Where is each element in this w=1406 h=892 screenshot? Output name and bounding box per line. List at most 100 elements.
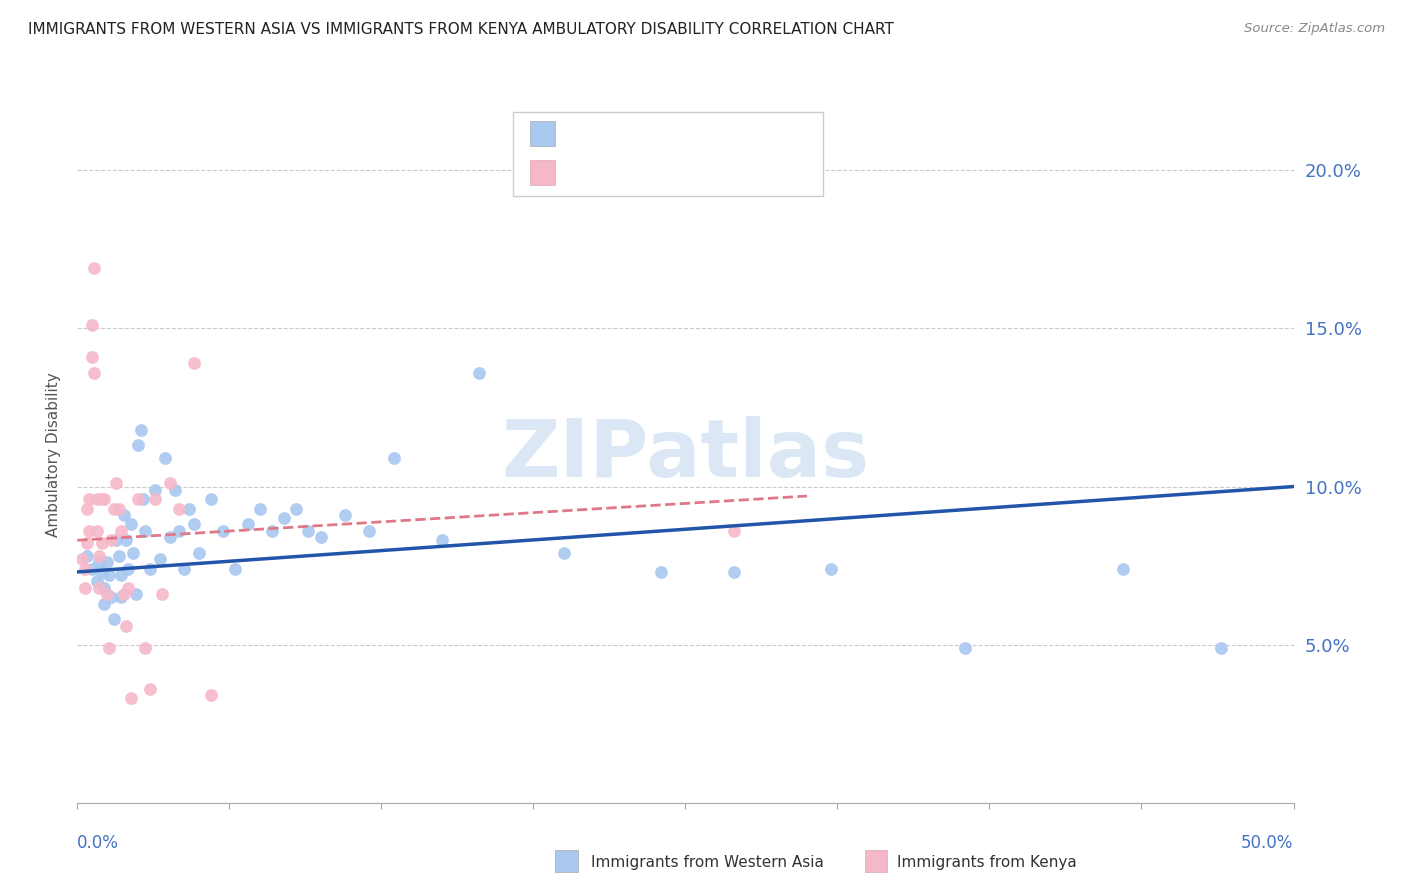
Point	[650, 565, 672, 579]
Point	[224, 562, 246, 576]
Point	[120, 691, 142, 706]
Y-axis label: Ambulatory Disability: Ambulatory Disability	[46, 373, 62, 537]
Point	[89, 581, 111, 595]
Text: R =: R =	[567, 163, 603, 181]
Point	[97, 568, 120, 582]
Point	[149, 552, 172, 566]
Point	[80, 350, 103, 364]
Point	[120, 517, 142, 532]
Point	[188, 546, 211, 560]
Point	[80, 318, 103, 333]
Point	[110, 568, 132, 582]
Point	[382, 451, 405, 466]
Point	[169, 501, 191, 516]
Point	[117, 562, 139, 576]
Text: N =: N =	[661, 125, 697, 143]
Point	[273, 511, 295, 525]
Point	[70, 552, 93, 566]
Point	[169, 524, 191, 538]
Point	[723, 565, 745, 579]
Point	[76, 549, 98, 563]
Text: Immigrants from Kenya: Immigrants from Kenya	[897, 855, 1077, 870]
Point	[103, 612, 125, 626]
Point	[134, 524, 156, 538]
Point	[86, 574, 108, 589]
Point	[112, 508, 135, 522]
Text: 0.162: 0.162	[598, 163, 650, 181]
Point	[249, 501, 271, 516]
Text: Source: ZipAtlas.com: Source: ZipAtlas.com	[1244, 22, 1385, 36]
Point	[152, 587, 174, 601]
Point	[159, 476, 181, 491]
Point	[83, 261, 105, 276]
Point	[96, 556, 118, 570]
Point	[122, 546, 145, 560]
Point	[105, 533, 128, 548]
Point	[159, 530, 181, 544]
Point	[93, 597, 115, 611]
Point	[79, 524, 101, 538]
Point	[110, 524, 132, 538]
Text: 39: 39	[689, 163, 713, 181]
Point	[80, 562, 103, 576]
Point	[112, 587, 135, 601]
Point	[73, 562, 96, 576]
Point	[285, 501, 308, 516]
Point	[953, 640, 976, 655]
Point	[1209, 640, 1232, 655]
Text: N =: N =	[661, 163, 697, 181]
Text: R =: R =	[567, 125, 603, 143]
Text: 0.0%: 0.0%	[77, 834, 120, 852]
Text: 0.272: 0.272	[598, 125, 651, 143]
Point	[96, 587, 118, 601]
Point	[260, 524, 283, 538]
Text: 50.0%: 50.0%	[1241, 834, 1294, 852]
Point	[153, 451, 176, 466]
Point	[79, 492, 101, 507]
Point	[127, 438, 149, 452]
Point	[143, 483, 166, 497]
Point	[134, 640, 156, 655]
Point	[117, 581, 139, 595]
Point	[129, 423, 152, 437]
Point	[1112, 562, 1135, 576]
Point	[163, 483, 186, 497]
Point	[93, 581, 115, 595]
Point	[467, 366, 489, 380]
Point	[132, 492, 155, 507]
Point	[723, 524, 745, 538]
Point	[100, 533, 122, 548]
Point	[90, 492, 112, 507]
Point	[86, 492, 108, 507]
Point	[103, 501, 125, 516]
Point	[90, 536, 112, 550]
Text: IMMIGRANTS FROM WESTERN ASIA VS IMMIGRANTS FROM KENYA AMBULATORY DISABILITY CORR: IMMIGRANTS FROM WESTERN ASIA VS IMMIGRAN…	[28, 22, 894, 37]
Point	[183, 517, 205, 532]
Point	[107, 501, 129, 516]
Text: Immigrants from Western Asia: Immigrants from Western Asia	[591, 855, 824, 870]
Point	[820, 562, 842, 576]
Point	[333, 508, 356, 522]
Point	[139, 681, 162, 696]
Point	[212, 524, 235, 538]
Point	[97, 640, 120, 655]
Point	[73, 581, 96, 595]
Point	[100, 591, 122, 605]
Point	[127, 492, 149, 507]
Point	[115, 533, 138, 548]
Point	[86, 524, 108, 538]
Point	[297, 524, 319, 538]
Point	[432, 533, 454, 548]
Point	[200, 688, 222, 702]
Point	[90, 565, 112, 579]
Point	[110, 591, 132, 605]
Point	[139, 562, 162, 576]
Point	[183, 356, 205, 370]
Point	[200, 492, 222, 507]
Text: ZIPatlas: ZIPatlas	[502, 416, 869, 494]
Text: 58: 58	[689, 125, 711, 143]
Point	[83, 366, 105, 380]
Point	[553, 546, 575, 560]
Point	[76, 501, 98, 516]
Point	[309, 530, 332, 544]
